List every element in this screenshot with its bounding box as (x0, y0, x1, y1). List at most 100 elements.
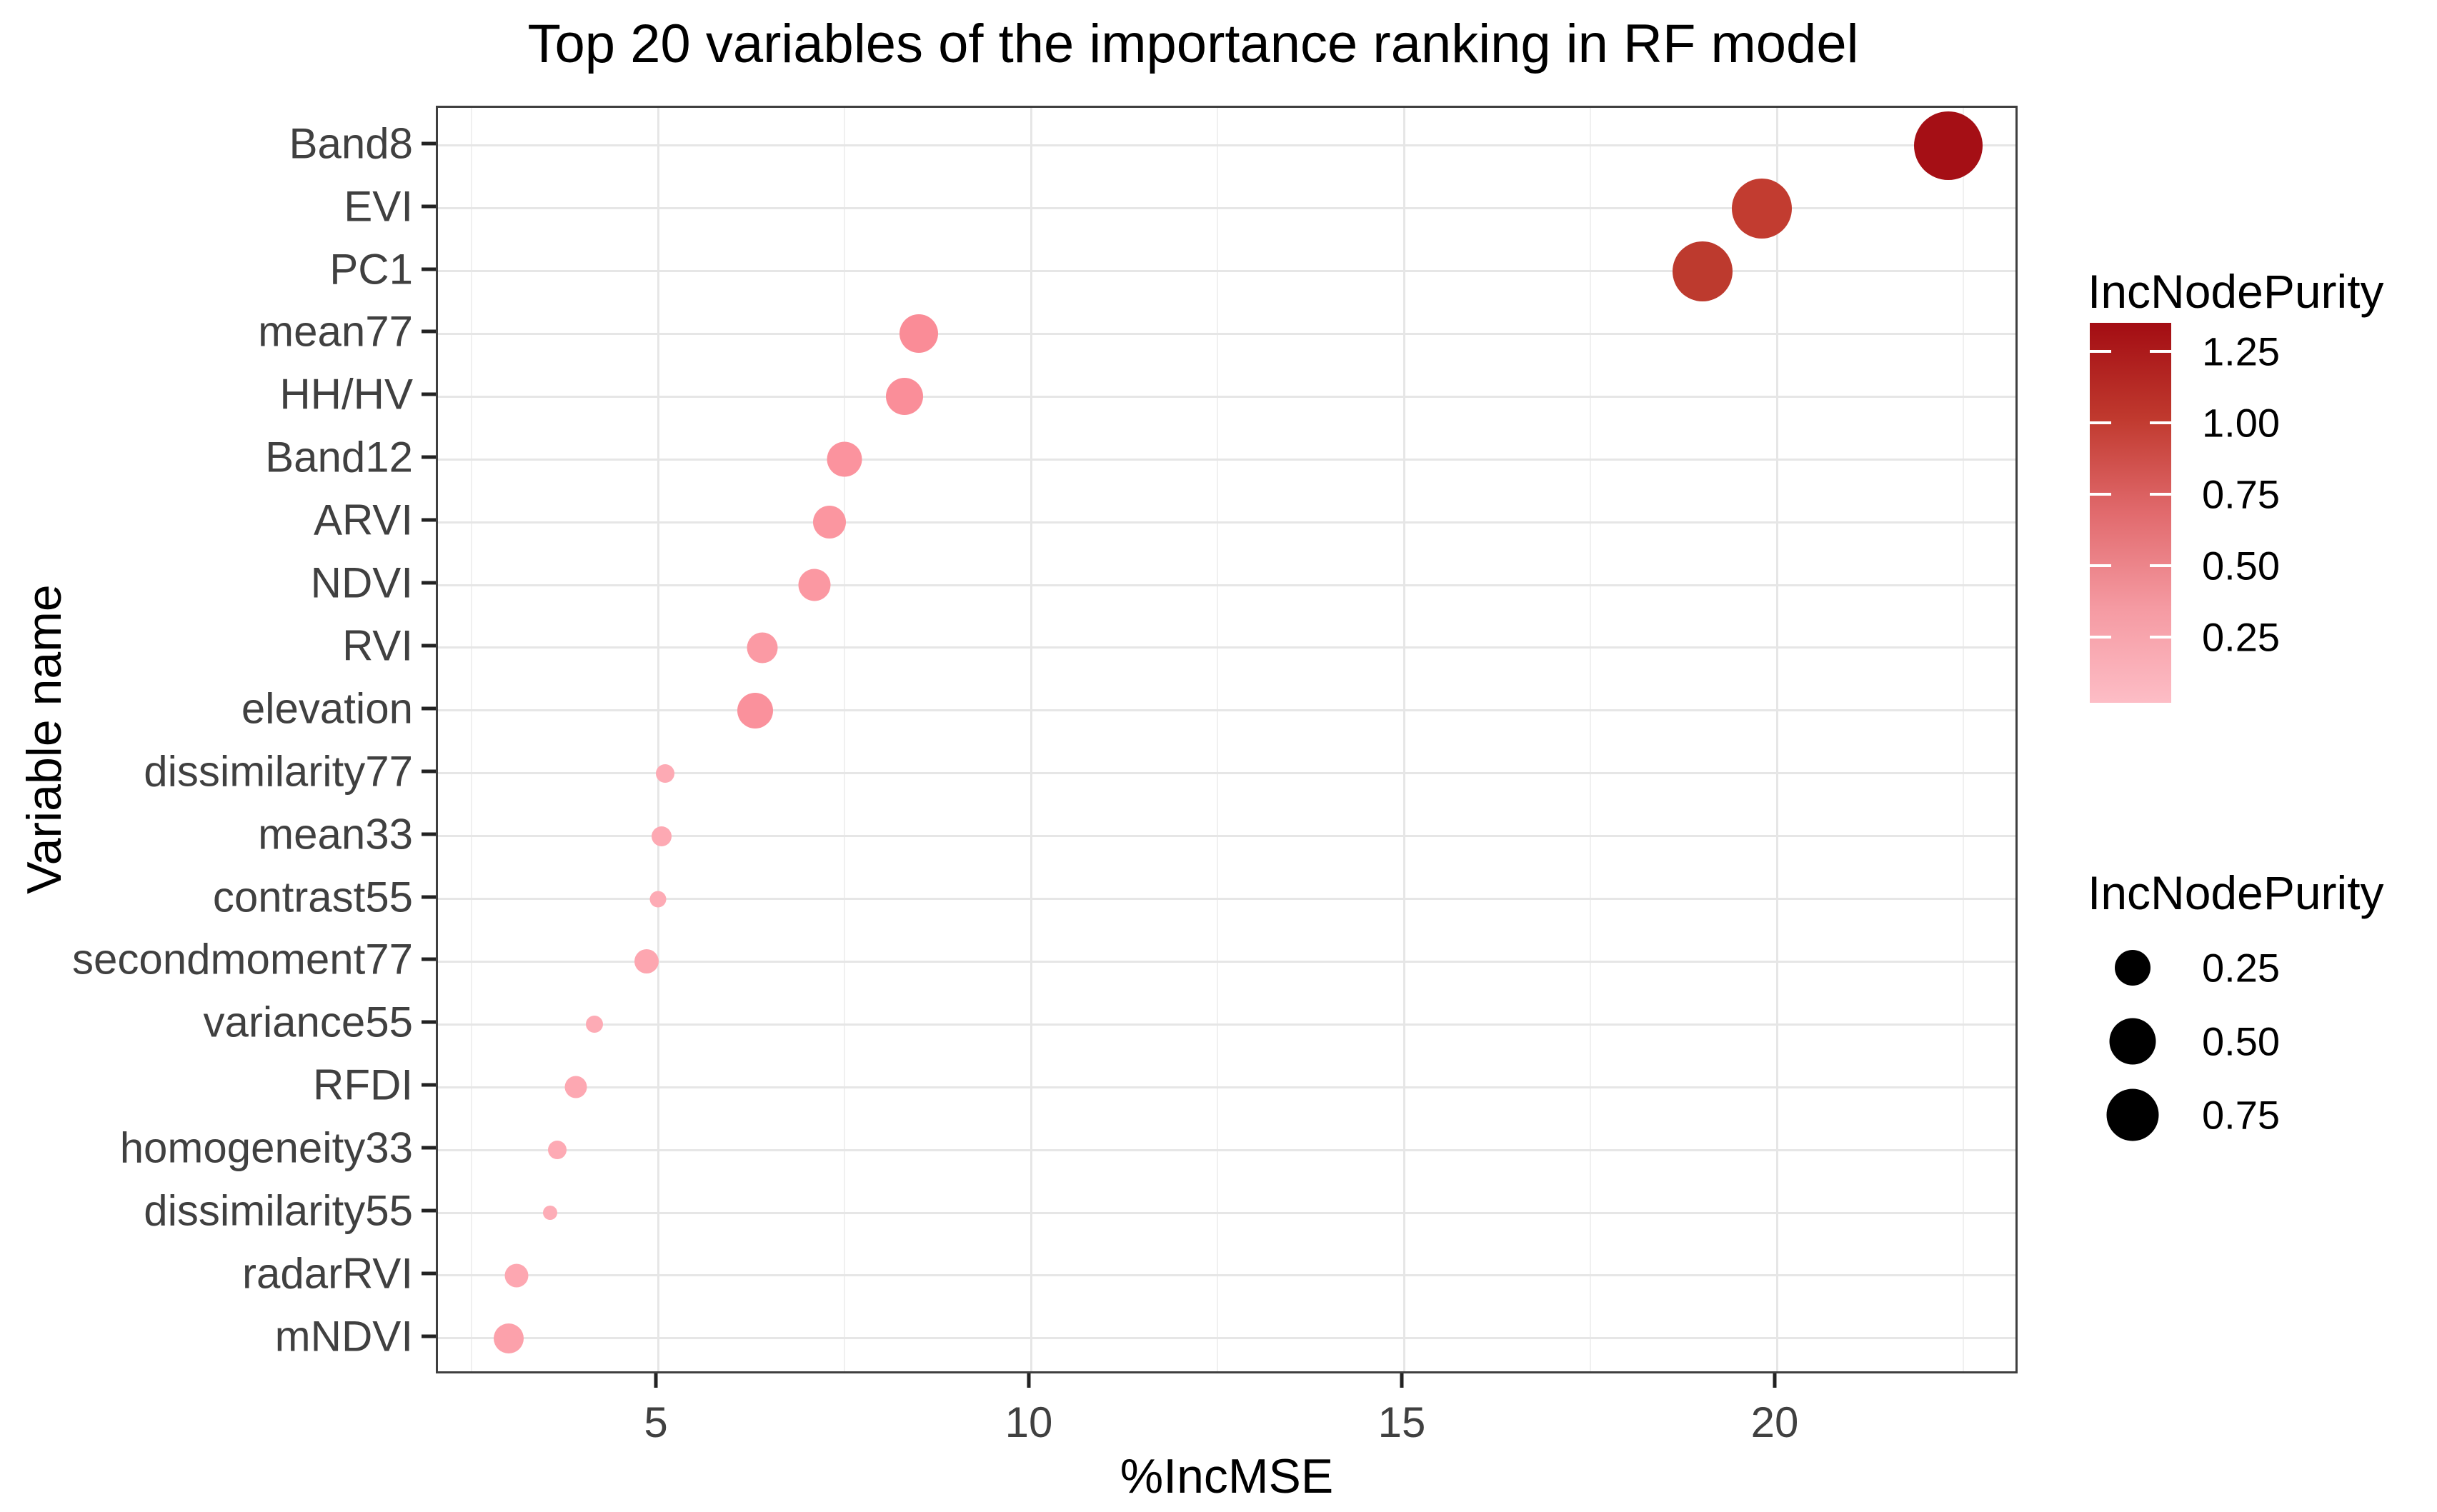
x-major-gridline (1402, 108, 1405, 1371)
y-row-gridline (438, 332, 2015, 335)
x-tick-label: 10 (1005, 1398, 1053, 1446)
y-tick-label: homogeneity33 (119, 1123, 413, 1172)
x-major-gridline (1030, 108, 1032, 1371)
y-tick-label: Band12 (265, 433, 413, 481)
data-point (899, 314, 939, 354)
x-axis-title: %IncMSE (1120, 1449, 1334, 1503)
x-tick-mark (1027, 1373, 1031, 1388)
data-point (634, 949, 659, 974)
size-legend-title: IncNodePurity (2088, 866, 2384, 919)
color-legend-tick-label: 0.75 (2202, 471, 2280, 517)
y-tick-mark (422, 644, 436, 648)
color-legend-gradient-bar (2090, 323, 2171, 703)
y-tick-mark (422, 1020, 436, 1024)
x-tick-label: 5 (644, 1398, 668, 1446)
y-tick-label: mean33 (258, 810, 413, 858)
y-row-gridline (438, 1086, 2015, 1088)
data-point (798, 569, 831, 601)
y-tick-mark (422, 392, 436, 396)
y-tick-mark (422, 832, 436, 836)
data-point (747, 632, 778, 664)
y-tick-mark (422, 518, 436, 522)
color-legend-tick-mark (2090, 493, 2111, 496)
y-row-gridline (438, 144, 2015, 147)
y-row-gridline (438, 207, 2015, 210)
color-legend-tick-mark (2150, 564, 2171, 567)
data-point (813, 506, 847, 539)
color-legend-title: IncNodePurity (2088, 265, 2384, 318)
plot-panel (436, 106, 2018, 1373)
y-tick-label: mean77 (258, 307, 413, 356)
data-point (548, 1141, 567, 1160)
data-point (1732, 178, 1793, 239)
size-legend-dot (2106, 1088, 2159, 1141)
data-point (656, 763, 675, 783)
y-row-gridline (438, 772, 2015, 775)
x-tick-mark (654, 1373, 658, 1388)
x-tick-label: 15 (1377, 1398, 1426, 1446)
y-row-gridline (438, 395, 2015, 398)
y-row-gridline (438, 709, 2015, 712)
size-legend-label: 0.50 (2202, 1018, 2280, 1064)
y-tick-mark (422, 1208, 436, 1213)
color-legend-tick-label: 1.00 (2202, 400, 2280, 446)
y-tick-label: RVI (342, 621, 413, 670)
data-point (1672, 241, 1733, 301)
y-tick-mark (422, 1146, 436, 1150)
y-tick-mark (422, 267, 436, 271)
y-row-gridline (438, 521, 2015, 524)
data-point (494, 1323, 524, 1353)
y-tick-label: radarRVI (241, 1249, 413, 1298)
y-tick-label: dissimilarity55 (144, 1186, 413, 1235)
color-legend-tick-label: 1.25 (2202, 329, 2280, 374)
x-tick-label: 20 (1750, 1398, 1799, 1446)
y-row-gridline (438, 270, 2015, 272)
x-minor-gridline (1217, 108, 1218, 1371)
y-tick-mark (422, 455, 436, 459)
y-tick-mark (422, 204, 436, 209)
y-tick-label: contrast55 (212, 873, 413, 921)
y-tick-label: RFDI (313, 1061, 413, 1109)
y-tick-label: EVI (344, 182, 413, 231)
y-tick-label: Band8 (289, 119, 414, 168)
data-point (649, 891, 667, 907)
x-tick-mark (1773, 1373, 1777, 1388)
data-point (542, 1206, 557, 1220)
y-row-gridline (438, 898, 2015, 900)
y-tick-mark (422, 141, 436, 146)
data-point (1914, 111, 1983, 180)
x-minor-gridline (1963, 108, 1964, 1371)
size-legend-dot (2115, 950, 2151, 986)
x-tick-mark (1400, 1373, 1404, 1388)
y-tick-label: elevation (241, 684, 413, 733)
data-point (827, 441, 862, 477)
color-legend-tick-mark (2090, 636, 2111, 639)
y-row-gridline (438, 1148, 2015, 1151)
y-tick-label: variance55 (203, 998, 413, 1046)
chart-title: Top 20 variables of the importance ranki… (527, 14, 1859, 74)
y-tick-mark (422, 581, 436, 585)
color-legend-tick-mark (2150, 421, 2171, 424)
x-minor-gridline (1590, 108, 1591, 1371)
y-tick-label: secondmoment77 (72, 935, 413, 983)
y-row-gridline (438, 960, 2015, 963)
size-legend-label: 0.75 (2202, 1092, 2280, 1138)
y-tick-mark (422, 329, 436, 334)
color-legend-tick-mark (2090, 350, 2111, 353)
data-point (504, 1263, 529, 1288)
x-major-gridline (1775, 108, 1778, 1371)
y-tick-label: mNDVI (274, 1312, 413, 1361)
color-legend-tick-mark (2150, 350, 2171, 353)
color-legend-tick-mark (2150, 636, 2171, 639)
y-tick-label: NDVI (310, 559, 413, 607)
y-tick-mark (422, 706, 436, 711)
data-point (652, 826, 672, 846)
data-point (885, 378, 923, 416)
data-point (586, 1016, 604, 1033)
y-tick-mark (422, 957, 436, 961)
y-row-gridline (438, 835, 2015, 838)
size-legend-dot (2109, 1018, 2156, 1065)
x-minor-gridline (471, 108, 472, 1371)
y-tick-mark (422, 1334, 436, 1338)
y-axis-title: Variable name (17, 584, 71, 894)
